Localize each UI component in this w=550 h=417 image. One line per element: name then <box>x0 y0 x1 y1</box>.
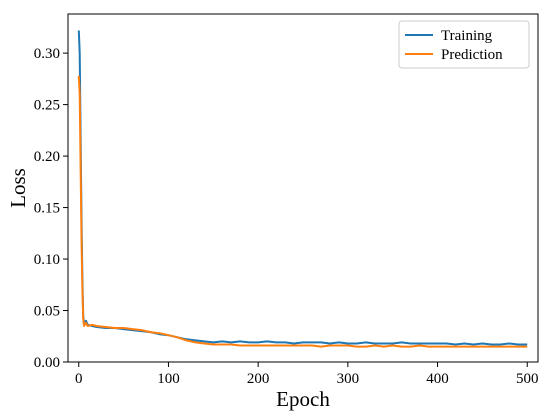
y-tick-label: 0.05 <box>34 304 60 320</box>
x-tick-label: 400 <box>426 371 449 387</box>
y-tick-label: 0.30 <box>34 46 60 62</box>
y-tick-label: 0.00 <box>34 355 60 371</box>
series-layer <box>77 30 528 348</box>
x-tick-label: 0 <box>75 371 83 387</box>
x-tick-label: 100 <box>157 371 180 387</box>
series-line-training <box>77 30 528 346</box>
y-tick-label: 0.25 <box>34 98 60 114</box>
x-axis-title: Epoch <box>276 387 330 411</box>
x-ticks: 0 100 200 300 400 500 <box>75 362 538 387</box>
legend-box <box>398 20 530 69</box>
x-tick-label: 300 <box>337 371 360 387</box>
legend: Training Prediction <box>398 20 530 69</box>
y-ticks: 0.00 0.05 0.10 0.15 0.20 0.25 0.30 <box>34 46 68 371</box>
legend-label-training: Training <box>441 28 493 44</box>
plot-frame <box>67 13 539 363</box>
x-tick-label: 500 <box>516 371 539 387</box>
y-tick-label: 0.20 <box>34 149 60 165</box>
y-tick-label: 0.15 <box>34 201 60 217</box>
x-tick-label: 200 <box>247 371 270 387</box>
legend-label-prediction: Prediction <box>441 47 503 63</box>
series-line-prediction <box>77 75 528 348</box>
y-axis-title: Loss <box>6 168 30 208</box>
y-tick-label: 0.10 <box>34 252 60 268</box>
